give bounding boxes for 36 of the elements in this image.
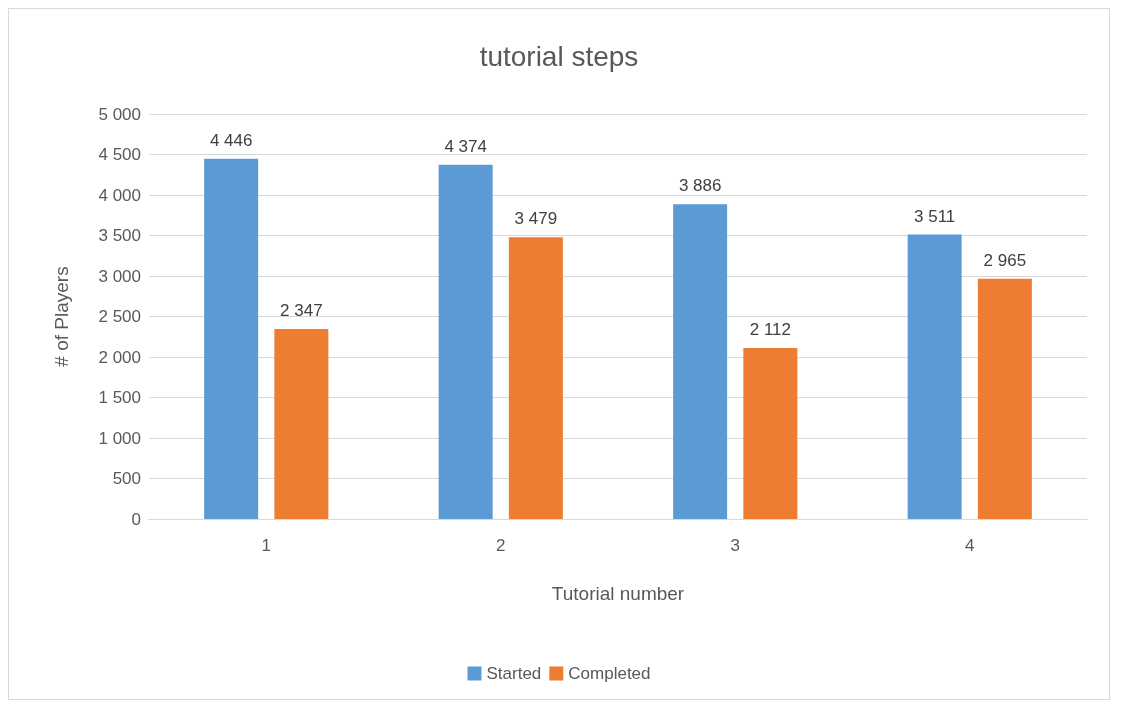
bar (508, 237, 563, 519)
data-label: 3 479 (514, 209, 558, 229)
y-tick-label: 500 (112, 469, 141, 488)
x-tick-label: 1 (261, 536, 271, 555)
y-axis-title: # of Players (51, 266, 72, 367)
x-axis-title: Tutorial number (551, 583, 685, 604)
x-tick-label: 3 (730, 536, 740, 555)
bar (274, 328, 329, 519)
bar (673, 204, 728, 519)
y-tick-label: 2 000 (98, 347, 141, 367)
data-label: 3 886 (678, 176, 722, 196)
bar (977, 278, 1032, 519)
y-tick-label: 1 500 (98, 388, 141, 407)
legend-label: Started (486, 664, 542, 683)
y-tick-label: 4 000 (98, 185, 141, 205)
data-label: 2 965 (983, 250, 1027, 270)
x-tick-label: 2 (496, 536, 506, 555)
bar (438, 164, 493, 519)
y-tick-label: 2 500 (98, 307, 141, 326)
data-label: 2 112 (749, 319, 791, 339)
y-tick-label: 3 500 (98, 226, 141, 245)
bar (204, 158, 259, 519)
y-tick-label: 1 000 (98, 428, 141, 448)
data-label: 2 347 (280, 300, 323, 320)
data-label: 4 374 (444, 136, 487, 156)
data-label: 3 511 (914, 206, 956, 226)
legend-label: Completed (568, 664, 651, 683)
y-tick-label: 0 (131, 509, 141, 529)
y-tick-label: 4 500 (98, 145, 141, 164)
x-tick-label: 4 (965, 536, 975, 555)
y-tick-label: 5 000 (98, 104, 141, 124)
data-label: 4 446 (209, 130, 253, 150)
bar (743, 347, 798, 519)
y-tick-label: 3 000 (98, 266, 141, 286)
bar (907, 234, 962, 519)
chart-title: tutorial steps (479, 40, 639, 72)
